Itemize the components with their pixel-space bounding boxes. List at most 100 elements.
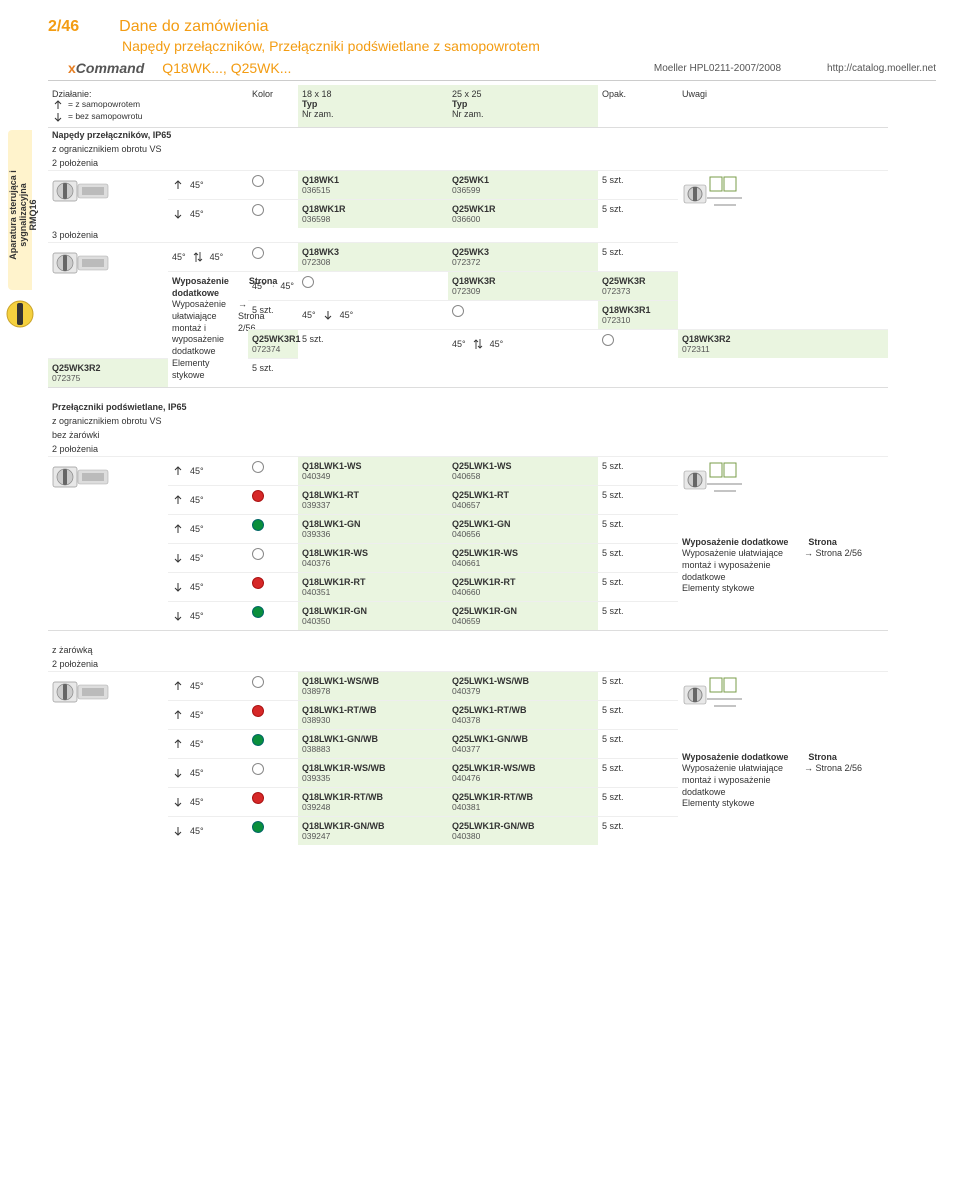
action-cell: 45°45° — [448, 329, 598, 358]
remarks-h3: Elementy stykowe — [172, 358, 244, 381]
catalog-url[interactable]: http://catalog.moeller.net — [827, 63, 936, 74]
deg-label: 45° — [190, 180, 204, 190]
type18: Q18LWK1R-WS/WB — [302, 763, 444, 773]
color-cell — [248, 543, 298, 572]
action-cell: 45° — [168, 601, 248, 630]
title-sub: Napędy przełączników, Przełączniki podśw… — [122, 38, 936, 54]
dot-red — [252, 490, 264, 502]
type25: Q25WK3 — [452, 247, 594, 257]
remarks-h3: Elementy stykowe — [682, 583, 884, 595]
type18: Q18WK3R2 — [682, 334, 884, 344]
action-cell: 45° — [168, 758, 248, 787]
remarks-image — [682, 676, 752, 714]
remarks-strona: Strona — [808, 752, 837, 764]
brand-x: x — [68, 60, 76, 76]
dot-white — [452, 305, 464, 317]
type18: Q18LWK1R-GN/WB — [302, 821, 444, 831]
typ25-cell: Q25WK1036599 — [448, 170, 598, 199]
color-cell — [248, 787, 298, 816]
ord18: 039337 — [302, 500, 330, 510]
ord18: 039248 — [302, 802, 330, 812]
type25: Q25WK3R — [602, 276, 674, 286]
remarks-h3: Elementy stykowe — [682, 798, 884, 810]
ord25: 036600 — [452, 214, 480, 224]
opak-cell: 5 szt. — [598, 543, 678, 572]
type18: Q18WK3 — [302, 247, 444, 257]
type25: Q25LWK1-GN/WB — [452, 734, 594, 744]
ord25: 072375 — [52, 373, 80, 383]
color-cell — [248, 601, 298, 630]
section-1-sub1: z ogranicznikiem obrotu VS — [48, 142, 888, 156]
ord25: 072373 — [602, 286, 630, 296]
type18: Q18WK3R — [452, 276, 594, 286]
col-uwagi: Uwagi — [678, 85, 888, 128]
ord18: 039335 — [302, 773, 330, 783]
catalog-ref: Moeller HPL0211-2007/2008 — [654, 63, 781, 74]
color-cell — [248, 729, 298, 758]
ord18: 038883 — [302, 744, 330, 754]
product-image — [48, 170, 168, 228]
remarks-h1: Wyposażenie dodatkowe — [682, 537, 788, 549]
dot-green — [252, 734, 264, 746]
type18: Q18LWK1R-WS — [302, 548, 444, 558]
type18: Q18WK3R1 — [602, 305, 674, 315]
action-cell: 45° — [168, 671, 248, 700]
action-cell: 45°45° — [298, 300, 448, 329]
remarks-strona: Strona — [808, 537, 837, 549]
ord25: 040661 — [452, 558, 480, 568]
title-main: Dane do zamówienia — [119, 18, 268, 36]
dot-red — [252, 792, 264, 804]
opak-cell: 5 szt. — [598, 572, 678, 601]
dot-white — [252, 247, 264, 259]
type25: Q25LWK1R-GN/WB — [452, 821, 594, 831]
product-image — [48, 456, 168, 630]
type25: Q25WK3R1 — [252, 334, 294, 344]
remarks-link[interactable]: → Strona 2/56 — [804, 548, 862, 583]
ord18: 038930 — [302, 715, 330, 725]
action-cell: 45° — [168, 456, 248, 485]
ord25: 040378 — [452, 715, 480, 725]
dot-white — [252, 175, 264, 187]
action-cell: 45° — [168, 170, 248, 199]
deg-label: 45° — [190, 710, 204, 720]
action-cell: 45°45° — [248, 271, 298, 300]
ord18: 072308 — [302, 257, 330, 267]
data-table: Działanie: = z samopowrotem = bez samopo… — [48, 85, 936, 845]
action-cell: 45° — [168, 816, 248, 845]
ord18: 072309 — [452, 286, 480, 296]
dot-white — [252, 461, 264, 473]
col-25-dim: 25 x 25 — [452, 89, 594, 99]
typ25-cell: Q25WK3072372 — [448, 242, 598, 271]
opak-cell: 5 szt. — [598, 729, 678, 758]
ord18: 036515 — [302, 185, 330, 195]
col-25-nrzam: Nr zam. — [452, 109, 594, 119]
opak-cell: 5 szt. — [598, 787, 678, 816]
remarks-link[interactable]: → Strona 2/56 — [804, 763, 862, 798]
dot-red — [252, 705, 264, 717]
type25: Q25WK1 — [452, 175, 594, 185]
section-1-head: Napędy przełączników, IP65 — [48, 128, 888, 142]
deg-label: 45° — [190, 768, 204, 778]
color-cell — [248, 199, 298, 228]
ord18: 039336 — [302, 529, 330, 539]
color-cell — [248, 485, 298, 514]
col-25-typ: Typ — [452, 99, 467, 109]
color-cell — [298, 271, 448, 300]
section-2-sub1: z ogranicznikiem obrotu VS — [48, 414, 888, 428]
remarks-block-3: Wyposażenie dodatkoweStrona Wyposażenie … — [678, 671, 888, 845]
type18: Q18WK1 — [302, 175, 444, 185]
ord25: 040381 — [452, 802, 480, 812]
action-cell: 45° — [168, 729, 248, 758]
dot-white — [602, 334, 614, 346]
remarks-h1: Wyposażenie dodatkowe — [172, 276, 229, 299]
opak-cell: 5 szt. — [598, 456, 678, 485]
opak-cell: 5 szt. — [598, 671, 678, 700]
opak-cell: 5 szt. — [598, 199, 678, 228]
ord25: 072372 — [452, 257, 480, 267]
type18: Q18LWK1R-RT/WB — [302, 792, 444, 802]
section-3-sub1: z żarówką — [48, 643, 888, 657]
opak-cell: 5 szt. — [598, 758, 678, 787]
section-2-head: Przełączniki podświetlane, IP65 — [48, 400, 888, 414]
dot-white — [252, 548, 264, 560]
type25: Q25LWK1R-RT — [452, 577, 594, 587]
